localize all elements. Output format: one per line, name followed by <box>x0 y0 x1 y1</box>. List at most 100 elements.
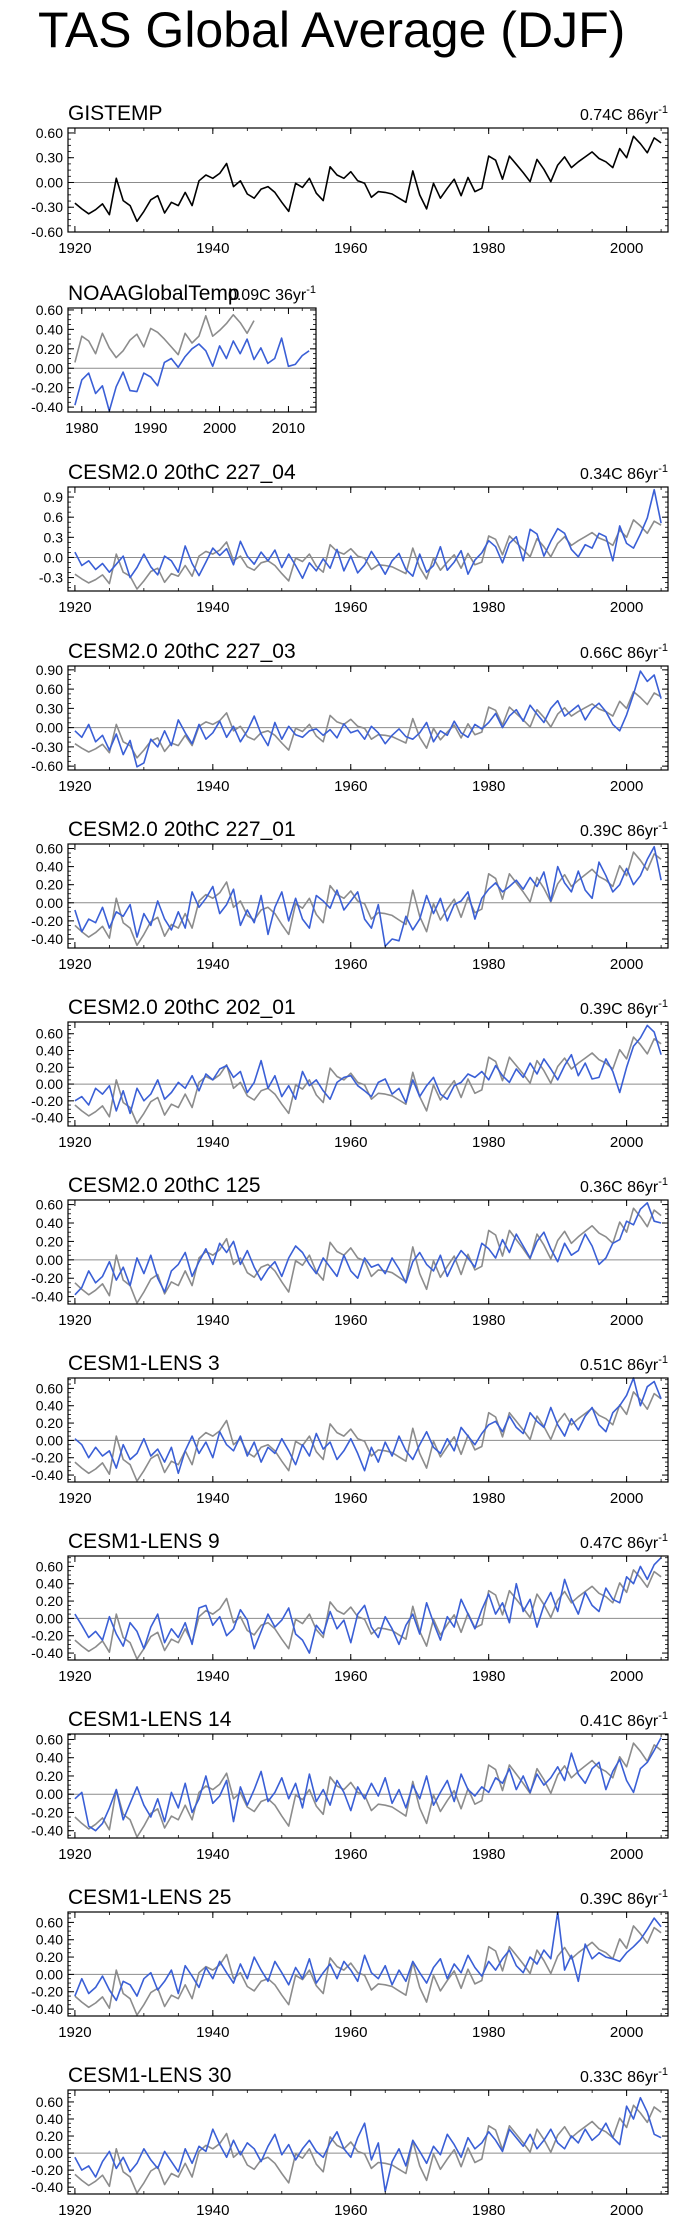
x-tick-label: 1990 <box>134 420 167 437</box>
x-tick-label: 1960 <box>334 1668 367 1685</box>
panel-stat: 0.36C 86yr-1 <box>580 1176 668 1196</box>
y-tick-label: 0.20 <box>36 341 63 357</box>
panel-7: CESM2.0 20thC 125 0.36C 86yr-1 1920 1940 196… <box>31 1174 669 1329</box>
x-tick-label: 1940 <box>196 956 229 973</box>
y-tick-label: 0.00 <box>36 1252 63 1268</box>
series-line-model <box>74 1377 662 1475</box>
x-tick-label: 1980 <box>65 420 98 437</box>
y-tick-label: -0.40 <box>31 399 63 415</box>
x-tick-label: 2000 <box>610 778 643 795</box>
y-tick-label: 0.0 <box>44 549 64 565</box>
y-tick-label: 0.20 <box>36 1059 63 1075</box>
y-tick-label: -0.40 <box>31 1823 63 1839</box>
plot-frame <box>67 127 669 233</box>
y-tick-label: 0.6 <box>44 509 64 525</box>
x-tick-label: 1920 <box>58 599 91 616</box>
x-tick-label: 1940 <box>196 1134 229 1151</box>
x-tick-label: 1980 <box>472 2024 505 2041</box>
y-tick-label: 0.40 <box>36 321 63 337</box>
series-line-model <box>74 1024 662 1115</box>
y-tick-label: 0.20 <box>36 1593 63 1609</box>
y-tick-label: 0.3 <box>44 529 64 545</box>
x-tick-label: 1980 <box>472 2202 505 2219</box>
y-tick-label: 0.60 <box>36 302 63 318</box>
x-tick-label: 1960 <box>334 2024 367 2041</box>
x-tick-label: 1940 <box>196 2202 229 2219</box>
y-tick-label: 0.00 <box>36 360 63 376</box>
y-tick-label: 0.60 <box>36 1026 63 1042</box>
y-tick-label: 0.9 <box>44 489 64 505</box>
panel-title: CESM2.0 20thC 202_01 <box>68 996 296 1019</box>
x-tick-label: 2000 <box>610 599 643 616</box>
y-tick-label: 0.40 <box>36 859 63 875</box>
x-tick-label: 1940 <box>196 1668 229 1685</box>
panel-stat: 0.39C 86yr-1 <box>580 1888 668 1908</box>
panel-title: CESM2.0 20thC 227_01 <box>68 818 296 841</box>
x-tick-label: 1940 <box>196 240 229 257</box>
panel-title: CESM1-LENS 9 <box>68 1530 220 1553</box>
x-tick-label: 1980 <box>472 1490 505 1507</box>
series-line-model <box>74 337 310 412</box>
panel-title: CESM1-LENS 3 <box>68 1352 220 1375</box>
y-tick-label: -0.30 <box>31 739 63 755</box>
panel-stat: 0.39C 86yr-1 <box>580 820 668 840</box>
y-tick-label: -0.40 <box>31 2001 63 2017</box>
y-tick-label: -0.40 <box>31 931 63 947</box>
x-tick-label: 1960 <box>334 1490 367 1507</box>
panel-6: CESM2.0 20thC 202_01 0.39C 86yr-1 1920 1940… <box>31 996 669 1151</box>
x-tick-label: 1940 <box>196 2024 229 2041</box>
y-tick-label: -0.40 <box>31 2179 63 2195</box>
series-line-observed <box>74 1036 662 1125</box>
y-tick-label: -0.40 <box>31 1645 63 1661</box>
y-tick-label: 0.20 <box>36 1949 63 1965</box>
series-line-GISTEMP <box>74 135 662 223</box>
x-tick-label: 2000 <box>610 1668 643 1685</box>
series-line-model <box>74 670 662 768</box>
y-tick-label: 0.60 <box>36 1731 63 1747</box>
y-tick-label: -0.20 <box>31 2162 63 2178</box>
series-line-model <box>74 2096 662 2193</box>
series-line-observed <box>74 1569 662 1660</box>
y-tick-label: -0.40 <box>31 1110 63 1126</box>
x-tick-label: 1960 <box>334 956 367 973</box>
panel-8: CESM1-LENS 3 0.51C 86yr-1 1920 1940 1960 1980… <box>31 1352 669 1507</box>
y-tick-label: 0.60 <box>36 2094 63 2110</box>
y-tick-label: 0.20 <box>36 1768 63 1784</box>
y-tick-label: -0.60 <box>31 758 63 774</box>
panel-4: CESM2.0 20thC 227_03 0.66C 86yr-1 1920 1940… <box>31 640 669 795</box>
panel-stat: 0.47C 86yr-1 <box>580 1532 668 1552</box>
x-tick-label: 1940 <box>196 1490 229 1507</box>
panel-title: CESM1-LENS 25 <box>68 1886 231 1909</box>
x-tick-label: 1980 <box>472 599 505 616</box>
x-tick-label: 1920 <box>58 2024 91 2041</box>
x-tick-label: 1960 <box>334 240 367 257</box>
series-line-observed <box>74 1391 662 1482</box>
x-tick-label: 1960 <box>334 1846 367 1863</box>
y-tick-label: 0.40 <box>36 2111 63 2127</box>
x-tick-label: 1960 <box>334 2202 367 2219</box>
x-tick-label: 2000 <box>610 240 643 257</box>
y-tick-label: 0.60 <box>36 1914 63 1930</box>
series-line-model <box>74 1737 662 1832</box>
y-tick-label: 0.00 <box>36 1610 63 1626</box>
x-tick-label: 2010 <box>272 420 305 437</box>
x-tick-label: 2000 <box>610 1312 643 1329</box>
y-tick-label: 0.60 <box>36 1380 63 1396</box>
x-tick-label: 1920 <box>58 956 91 973</box>
y-tick-label: 0.00 <box>36 1786 63 1802</box>
x-tick-label: 1940 <box>196 599 229 616</box>
x-tick-label: 1920 <box>58 1134 91 1151</box>
y-tick-label: 0.00 <box>36 1966 63 1982</box>
panel-5: CESM2.0 20thC 227_01 0.39C 86yr-1 1920 1940… <box>31 818 669 973</box>
panel-stat: 0.66C 86yr-1 <box>580 642 668 662</box>
y-tick-label: 0.00 <box>36 174 63 190</box>
x-tick-label: 2000 <box>610 2024 643 2041</box>
panel-11: CESM1-LENS 25 0.39C 86yr-1 1920 1940 1960 198… <box>31 1886 669 2041</box>
plot-frame <box>67 665 669 771</box>
x-tick-label: 1920 <box>58 1312 91 1329</box>
series-line-model <box>74 1911 662 2002</box>
x-tick-label: 1920 <box>58 1668 91 1685</box>
panel-title: CESM2.0 20thC 125 <box>68 1174 261 1197</box>
y-tick-label: 0.40 <box>36 1750 63 1766</box>
